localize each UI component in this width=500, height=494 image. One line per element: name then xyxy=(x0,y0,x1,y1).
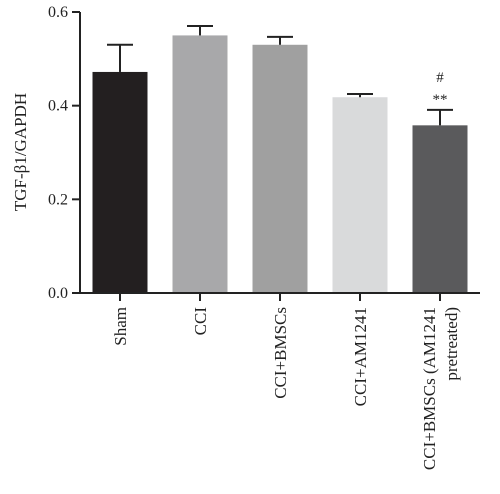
x-axis: Sham CCI CCI+BMSCs CCI+AM1241 CCI+BMSCs (AM1… xyxy=(79,292,480,470)
bar xyxy=(172,35,228,294)
x-tick-label: CCI xyxy=(191,307,210,336)
x-tick-label: CCI+BMSCs xyxy=(271,307,290,399)
bars xyxy=(92,35,468,294)
x-tick-label: pretreated) xyxy=(442,307,461,381)
y-tick-label: 0.2 xyxy=(48,191,68,208)
y-tick-label: 0.0 xyxy=(48,285,68,302)
x-tick-label: CCI+BMSCs (AM1241 xyxy=(420,307,439,470)
y-ticks: 0.0 0.2 0.4 0.6 xyxy=(48,4,80,302)
x-tick-label: CCI+AM1241 xyxy=(351,307,370,406)
significance-marker: ** xyxy=(433,92,448,108)
bar xyxy=(412,125,468,293)
error-bars xyxy=(107,25,453,126)
y-tick-label: 0.4 xyxy=(48,98,68,115)
bar xyxy=(92,71,148,294)
significance-marker: # xyxy=(436,70,444,86)
x-tick-label: Sham xyxy=(111,307,130,346)
bar xyxy=(252,44,308,294)
bar xyxy=(332,97,388,293)
x-labels: Sham CCI CCI+BMSCs CCI+AM1241 CCI+BMSCs (AM1… xyxy=(111,307,461,470)
x-ticks xyxy=(119,293,441,301)
y-axis: 0.0 0.2 0.4 0.6 TGF-β1/GAPDH xyxy=(11,4,81,302)
y-axis-title: TGF-β1/GAPDH xyxy=(11,93,30,211)
annotations: # ** xyxy=(433,70,448,108)
y-tick-label: 0.6 xyxy=(48,4,68,21)
